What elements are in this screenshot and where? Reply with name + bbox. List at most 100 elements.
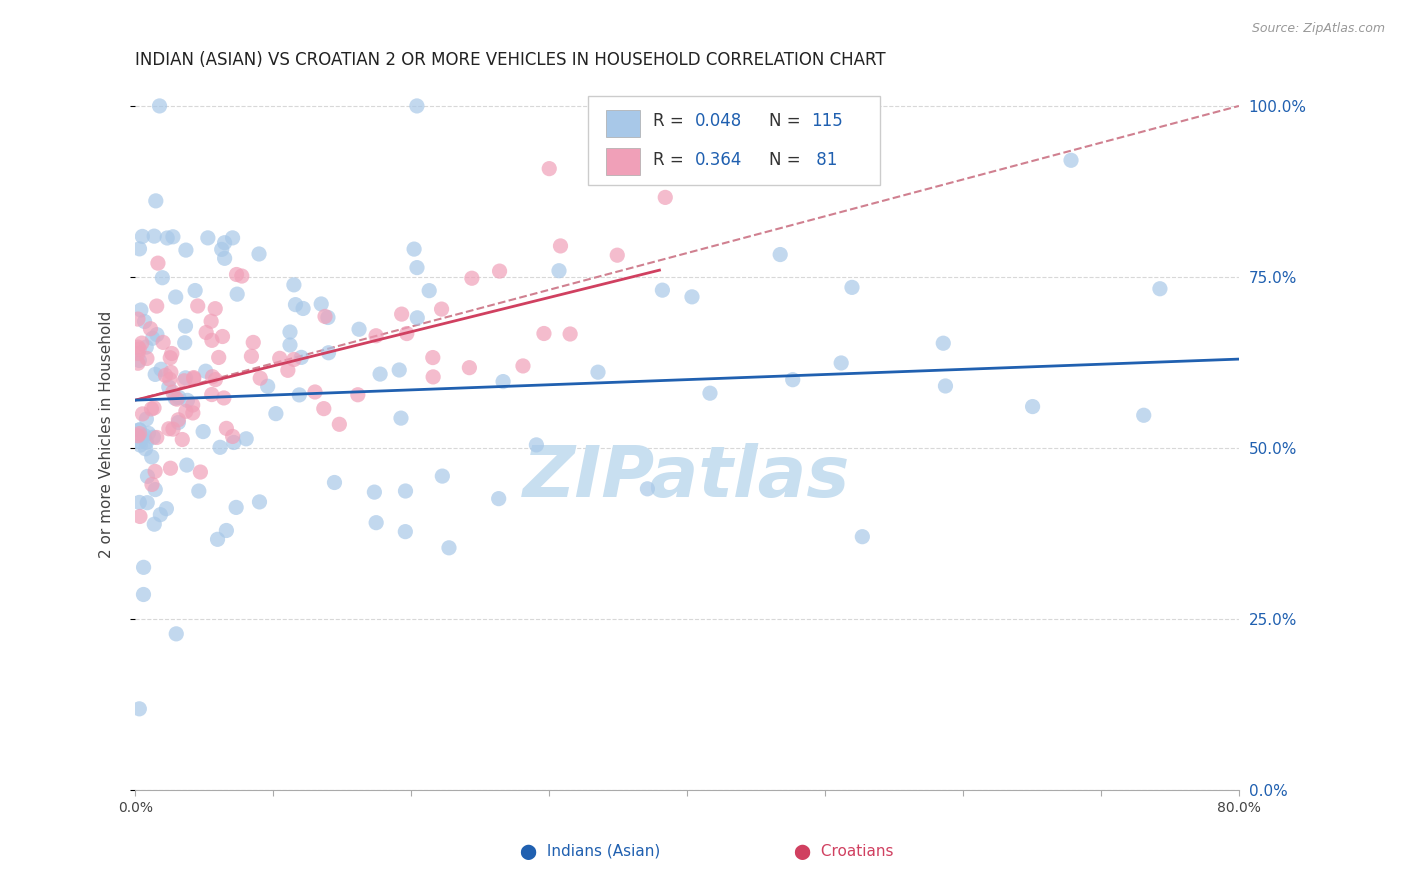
Point [136,496,159,510]
Point [394,483,416,498]
Point [215,421,238,435]
Point [207,533,229,547]
Point [141,477,163,491]
Point [142,430,165,444]
Point [142,331,165,345]
Point [782,373,804,387]
Point [492,375,515,389]
Point [135,412,157,426]
Point [146,327,169,342]
Point [173,335,195,350]
Point [152,335,174,350]
Point [288,388,311,402]
Point [214,252,236,266]
Point [200,314,222,328]
Point [1021,400,1043,414]
Point [163,391,186,405]
Point [256,379,278,393]
Point [368,367,391,381]
Point [128,495,150,509]
Point [222,435,245,450]
Point [533,326,555,341]
Point [201,387,224,401]
Point [183,370,205,384]
Point [422,351,444,365]
Point [309,297,332,311]
Point [240,349,263,363]
Point [143,465,166,479]
Point [406,99,429,113]
Point [166,392,188,406]
Point [141,401,163,416]
Bar [606,110,640,136]
Text: INDIAN (ASIAN) VS CROATIAN 2 OR MORE VEHICLES IN HOUSEHOLD CORRELATION CHART: INDIAN (ASIAN) VS CROATIAN 2 OR MORE VEH… [135,51,886,69]
Point [284,298,307,312]
Point [176,458,198,472]
Point [162,229,184,244]
Point [211,329,233,343]
Point [1060,153,1083,168]
Point [173,374,195,388]
Point [128,434,150,449]
Point [127,346,149,360]
Point [841,280,863,294]
Point [128,342,150,356]
Point [157,380,180,394]
Point [159,351,181,365]
Point [160,346,183,360]
Point [208,351,231,365]
Point [174,319,197,334]
Text: ⬤  Croatians: ⬤ Croatians [794,844,893,860]
Point [128,353,150,368]
Point [225,500,247,515]
Point [558,326,581,341]
Point [145,194,167,208]
Point [181,406,204,420]
Point [176,393,198,408]
Point [418,284,440,298]
Point [654,190,676,204]
Point [167,416,190,430]
Point [134,442,156,456]
Point [214,235,236,250]
Point [194,364,217,378]
Text: N =: N = [769,151,806,169]
Point [548,263,571,277]
Point [636,482,658,496]
Point [183,372,205,386]
Point [231,268,253,283]
Point [225,268,247,282]
Point [404,242,426,256]
Point [145,430,167,444]
Y-axis label: 2 or more Vehicles in Household: 2 or more Vehicles in Household [100,310,114,558]
Point [181,398,204,412]
Point [314,310,336,324]
Point [249,495,271,509]
Point [242,335,264,350]
Point [283,352,305,367]
Point [165,627,187,641]
Point [141,450,163,464]
Text: R =: R = [652,151,689,169]
Point [323,475,346,490]
Point [290,351,312,365]
Point [129,303,152,318]
Point [127,312,149,326]
Point [226,287,249,301]
Point [162,385,184,400]
Point [304,384,326,399]
Point [127,356,149,370]
Point [127,429,149,443]
Point [148,99,170,113]
Point [550,239,572,253]
Point [174,404,197,418]
Point [156,231,179,245]
Point [132,587,155,601]
Point [132,560,155,574]
Point [157,422,180,436]
Point [934,379,956,393]
Point [162,422,184,436]
Point [136,469,159,483]
Text: 115: 115 [811,112,842,130]
Point [174,371,197,385]
